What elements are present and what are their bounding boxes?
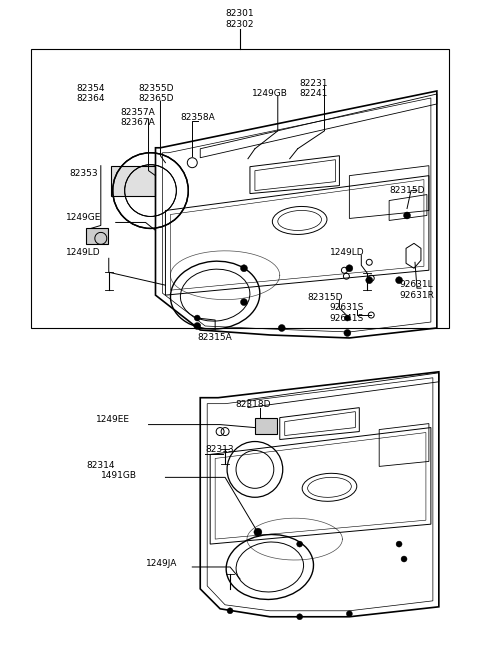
Circle shape (396, 276, 403, 284)
FancyBboxPatch shape (86, 229, 108, 244)
Text: 1249LD: 1249LD (66, 248, 101, 257)
Text: 82231: 82231 (300, 79, 328, 88)
Text: 1249GB: 1249GB (252, 89, 288, 98)
Text: 1249JA: 1249JA (145, 559, 177, 568)
Circle shape (240, 299, 248, 306)
Circle shape (346, 265, 353, 272)
Text: 82358A: 82358A (180, 113, 215, 122)
Bar (31, 49, 449, 328)
Circle shape (401, 556, 407, 562)
Text: 1249EE: 1249EE (96, 415, 130, 424)
Text: 82313: 82313 (205, 445, 234, 453)
Circle shape (344, 329, 351, 337)
Text: 1491GB: 1491GB (101, 472, 137, 480)
Circle shape (194, 322, 201, 329)
Circle shape (240, 265, 248, 272)
FancyBboxPatch shape (255, 418, 277, 434)
Circle shape (194, 315, 200, 321)
FancyBboxPatch shape (111, 166, 156, 196)
Text: 82315D: 82315D (389, 185, 425, 195)
Circle shape (396, 541, 402, 547)
Text: 82315A: 82315A (198, 333, 232, 342)
Circle shape (347, 611, 352, 617)
Circle shape (404, 212, 410, 219)
Text: 92631L
92631R: 92631L 92631R (399, 280, 434, 299)
Text: 82301
82302: 82301 82302 (226, 9, 254, 29)
Text: 1249GE: 1249GE (66, 214, 101, 223)
Text: 82314: 82314 (86, 461, 114, 470)
Text: 82241: 82241 (300, 89, 328, 98)
Text: 82357A
82367A: 82357A 82367A (120, 108, 156, 127)
Circle shape (297, 614, 302, 620)
Circle shape (278, 324, 285, 331)
Text: 82315D: 82315D (308, 293, 343, 302)
Text: 82354
82364: 82354 82364 (76, 84, 105, 103)
Circle shape (254, 528, 262, 536)
Circle shape (297, 541, 302, 547)
Text: 1249LD: 1249LD (329, 248, 364, 257)
Circle shape (366, 276, 373, 284)
Circle shape (227, 608, 233, 614)
Circle shape (344, 315, 350, 321)
Text: 82353: 82353 (69, 169, 97, 178)
Text: 82355D
82365D: 82355D 82365D (139, 84, 174, 103)
Text: 92631S
92641S: 92631S 92641S (329, 303, 364, 322)
Text: 82318D: 82318D (235, 400, 271, 409)
